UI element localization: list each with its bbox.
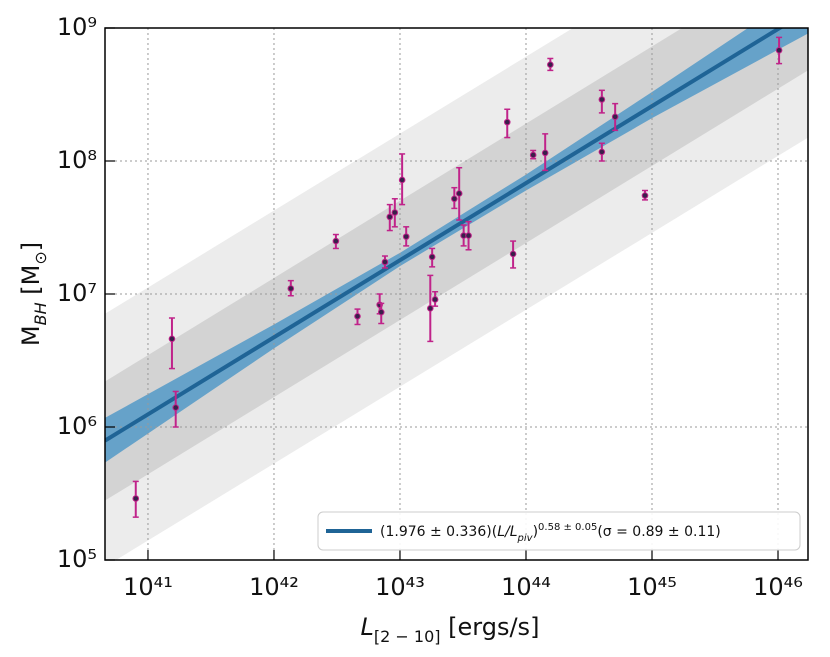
data-point [465, 232, 472, 239]
data-point [598, 148, 606, 156]
x-axis-label: L[2 − 10] [ergs/s] [361, 613, 540, 646]
x-tick-label: 10⁴⁴ [501, 573, 551, 601]
data-point [426, 305, 434, 312]
legend-label-part: / [503, 524, 511, 540]
y-tick-label: 10⁸ [57, 146, 97, 174]
data-point [332, 237, 340, 245]
data-point [541, 149, 549, 157]
data-point [641, 192, 649, 199]
data-point [529, 151, 537, 159]
y-tick-label: 10⁷ [57, 279, 97, 307]
y-tick-label: 10⁹ [57, 13, 97, 41]
y-tick-label: 10⁶ [57, 412, 97, 440]
data-point [503, 118, 511, 126]
data-point [391, 209, 399, 216]
legend-label-part: L [497, 524, 505, 540]
x-axis-label-part: [2 − 10] [374, 627, 441, 646]
data-point [428, 253, 436, 261]
data-point [354, 312, 361, 320]
data-point [598, 96, 606, 103]
x-tick-label: 10⁴⁵ [627, 573, 677, 601]
x-tick-label: 10⁴¹ [123, 573, 173, 601]
legend-label-part: L [510, 524, 518, 540]
data-point [509, 250, 517, 258]
y-tick-label: 10⁵ [57, 545, 97, 573]
legend-label: (1.976 ± 0.336)(L/Lpiv)0.58 ± 0.05(σ = 0… [380, 522, 721, 544]
y-axis-label: MBH [M⊙] [17, 242, 50, 346]
data-point [377, 308, 385, 316]
data-point [381, 258, 389, 266]
legend-label-part: (1.976 ± 0.336)( [380, 524, 497, 540]
data-point [611, 113, 619, 121]
legend: (1.976 ± 0.336)(L/Lpiv)0.58 ± 0.05(σ = 0… [317, 511, 801, 551]
data-point [287, 285, 295, 292]
fit-line [105, 28, 784, 443]
x-tick-label: 10⁴⁶ [753, 573, 803, 601]
legend-box [317, 511, 801, 551]
data-point [547, 61, 554, 68]
data-point [172, 404, 180, 411]
y-axis-label-part: [M [17, 265, 45, 303]
data-point [451, 195, 458, 203]
y-axis-label-part: ⊙ [31, 251, 50, 264]
data-point [168, 335, 176, 343]
data-point [431, 296, 439, 303]
axes: 10⁴¹ 10⁴² 10⁴³ 10⁴⁴ 10⁴⁵ 10⁴⁶ 10⁵ 10⁶ 10⁷ 10⁸ 10⁹ L… [17, 13, 809, 646]
data-point [775, 46, 783, 54]
data-point [132, 495, 140, 502]
y-axis-label-part: ] [17, 242, 45, 251]
x-tick-label: 10⁴³ [375, 573, 425, 601]
confidence-band [105, 28, 808, 501]
x-tick-label: 10⁴² [249, 573, 299, 601]
legend-label-part: (σ = 0.89 ± 0.11) [597, 524, 720, 540]
x-axis-label-part: [ergs/s] [441, 613, 540, 641]
data-point [402, 233, 410, 240]
confidence-band [105, 28, 808, 463]
data-point [455, 190, 463, 197]
data-point [386, 213, 394, 221]
x-axis-label-part: L [361, 613, 374, 641]
legend-label-part: piv [517, 533, 534, 544]
legend-label-part: ) [533, 524, 538, 540]
legend-label-part: 0.58 ± 0.05 [538, 522, 597, 533]
data-point [398, 176, 406, 184]
plot-area [105, 28, 808, 560]
y-axis-label-part: BH [31, 302, 50, 325]
y-axis-label-part: M [17, 325, 45, 346]
